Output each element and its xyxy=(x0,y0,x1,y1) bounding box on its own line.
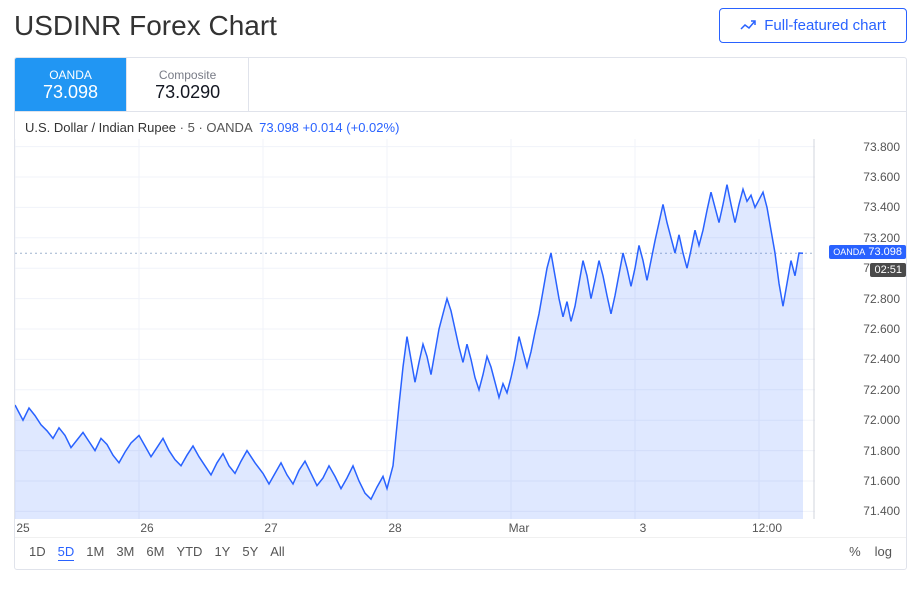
source-tabs: OANDA73.098Composite73.0290 xyxy=(15,58,906,112)
scale-log[interactable]: log xyxy=(875,544,892,559)
chart-container: OANDA73.098Composite73.0290 U.S. Dollar … xyxy=(14,57,907,570)
y-tick-label: 72.800 xyxy=(863,292,900,306)
scale-pct[interactable]: % xyxy=(849,544,861,559)
range-5y[interactable]: 5Y xyxy=(242,544,258,559)
chart-footer: 1D 5D 1M 3M 6M YTD 1Y 5Y All % log xyxy=(15,537,906,569)
x-tick-label: Mar xyxy=(509,521,530,535)
chart-legend: U.S. Dollar / Indian Rupee · 5 · OANDA 7… xyxy=(15,112,906,139)
x-axis: 25 26 27 28 Mar 3 12:00 xyxy=(15,519,815,537)
y-tick-label: 73.600 xyxy=(863,170,900,184)
legend-change: +0.014 xyxy=(303,120,343,135)
page-title: USDINR Forex Chart xyxy=(14,10,277,42)
range-1m[interactable]: 1M xyxy=(86,544,104,559)
y-tick-label: 72.200 xyxy=(863,383,900,397)
range-1y[interactable]: 1Y xyxy=(214,544,230,559)
y-tick-label: 73.400 xyxy=(863,200,900,214)
price-chart xyxy=(15,139,815,519)
range-all[interactable]: All xyxy=(270,544,284,559)
chart-icon xyxy=(740,19,756,33)
legend-last: 73.098 xyxy=(259,120,299,135)
range-ytd[interactable]: YTD xyxy=(176,544,202,559)
scale-options: % log xyxy=(835,544,892,559)
range-5d[interactable]: 5D xyxy=(58,544,75,561)
tab-label: Composite xyxy=(155,68,220,82)
y-tick-label: 71.600 xyxy=(863,474,900,488)
x-tick-label: 27 xyxy=(264,521,277,535)
x-tick-label: 25 xyxy=(16,521,29,535)
y-tick-label: 73.200 xyxy=(863,231,900,245)
legend-pct: (+0.02%) xyxy=(346,120,399,135)
y-tick-label: 71.800 xyxy=(863,444,900,458)
price-tag-source: OANDA 73.098 xyxy=(829,245,906,259)
x-tick-label: 28 xyxy=(388,521,401,535)
full-featured-chart-button[interactable]: Full-featured chart xyxy=(719,8,907,43)
range-6m[interactable]: 6M xyxy=(146,544,164,559)
tab-composite[interactable]: Composite73.0290 xyxy=(127,58,249,111)
y-tick-label: 73.800 xyxy=(863,140,900,154)
y-tick-label: 72.400 xyxy=(863,352,900,366)
tab-value: 73.0290 xyxy=(155,82,220,103)
full-featured-chart-label: Full-featured chart xyxy=(764,17,886,34)
legend-source: OANDA xyxy=(206,120,252,135)
countdown-tag: 02:51 xyxy=(870,263,906,277)
range-1d[interactable]: 1D xyxy=(29,544,46,559)
tab-oanda[interactable]: OANDA73.098 xyxy=(15,58,127,111)
legend-symbol: U.S. Dollar / Indian Rupee xyxy=(25,120,176,135)
y-tick-label: 72.600 xyxy=(863,322,900,336)
x-tick-label: 26 xyxy=(140,521,153,535)
plot-area[interactable]: 71.400 71.600 71.800 72.000 72.200 72.400 72.6… xyxy=(15,139,906,519)
range-selector: 1D 5D 1M 3M 6M YTD 1Y 5Y All xyxy=(29,544,297,559)
tab-label: OANDA xyxy=(43,68,98,82)
tab-value: 73.098 xyxy=(43,82,98,103)
x-tick-label: 3 xyxy=(640,521,647,535)
y-tick-label: 71.400 xyxy=(863,504,900,518)
legend-interval: 5 xyxy=(188,120,195,135)
x-tick-label: 12:00 xyxy=(752,521,782,535)
y-tick-label: 72.000 xyxy=(863,413,900,427)
range-3m[interactable]: 3M xyxy=(116,544,134,559)
y-axis: 71.400 71.600 71.800 72.000 72.200 72.400 72.6… xyxy=(856,139,906,519)
